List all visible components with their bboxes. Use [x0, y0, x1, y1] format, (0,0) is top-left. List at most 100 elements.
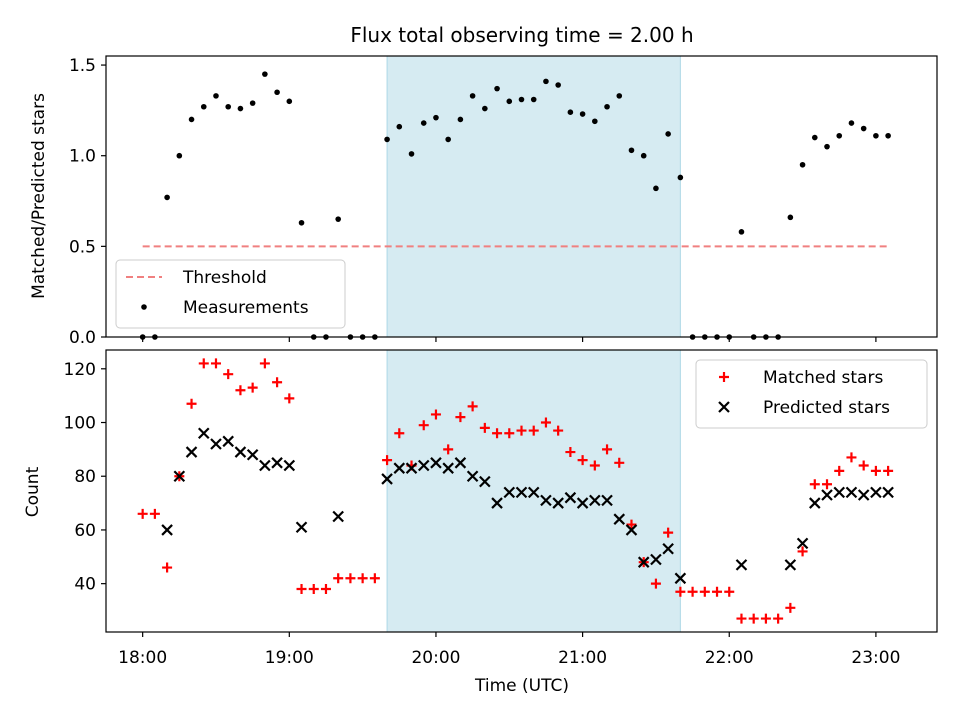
matched-point [724, 586, 735, 597]
matched-point [834, 465, 845, 476]
matched-point [540, 417, 551, 428]
measurement-point [665, 131, 671, 137]
predicted-point [454, 457, 467, 469]
predicted-point [564, 491, 577, 504]
matched-point [528, 425, 539, 436]
predicted-point [613, 513, 626, 525]
predicted-point [650, 553, 662, 566]
matched-point [333, 573, 344, 584]
measurement-point [445, 136, 451, 143]
top-panel-ylabel: Matched/Predicted stars [29, 93, 49, 299]
top-ytick-label: 1.0 [69, 147, 96, 167]
measurement-point [567, 109, 574, 115]
bottom-ytick-label: 100 [64, 414, 96, 434]
measurement-point [555, 82, 561, 88]
measurement-point [457, 116, 464, 123]
matched-point [516, 425, 527, 436]
matched-point [455, 412, 466, 423]
legend-measurement-handle [141, 304, 147, 310]
predicted-point [809, 497, 821, 509]
legend-box [115, 259, 346, 329]
predicted-point [259, 459, 271, 472]
bottom-ytick-label: 40 [74, 575, 96, 595]
matched-point [223, 369, 234, 380]
predicted-point [589, 494, 601, 507]
xtick-label: 18:00 [118, 648, 167, 668]
measurement-point [433, 114, 439, 121]
measurement-point [677, 174, 684, 181]
matched-point [614, 457, 625, 468]
matched-point [809, 479, 820, 490]
measurement-point [836, 132, 843, 139]
matched-point [663, 527, 674, 538]
measurement-point [616, 93, 623, 99]
top-panel-frame [105, 55, 938, 338]
top-panel: Matched/Predicted stars 0.0 0.5 1.0 1.5 Thre… [29, 55, 938, 348]
matched-point [858, 460, 869, 471]
top-ytick-label: 1.5 [69, 56, 96, 76]
bottom-series-matched-stars [137, 358, 894, 624]
predicted-point [845, 486, 858, 499]
matched-point [650, 578, 661, 589]
top-shaded-span [386, 55, 681, 338]
predicted-point [210, 438, 222, 450]
bottom-panel-xlabel: Time (UTC) [474, 676, 569, 696]
predicted-point [674, 572, 687, 585]
predicted-point [479, 475, 491, 488]
measurement-point [640, 152, 647, 159]
measurement-point [396, 123, 403, 130]
measurement-point [262, 71, 268, 77]
predicted-point [796, 537, 809, 550]
matched-point [870, 465, 881, 476]
measurement-point [604, 103, 610, 110]
legend-matched-handle [719, 372, 729, 382]
measurement-point [811, 134, 818, 141]
measurement-point [482, 105, 488, 112]
matched-point [467, 401, 478, 412]
predicted-point [870, 486, 882, 499]
measurement-point [188, 116, 195, 123]
measurement-point [824, 143, 830, 150]
xtick-label: 22:00 [705, 648, 754, 668]
predicted-point [882, 486, 894, 499]
top-ytick-label: 0.5 [69, 237, 96, 257]
matched-point [357, 573, 368, 584]
predicted-point [430, 457, 442, 469]
matched-point [748, 613, 759, 624]
measurement-point [469, 93, 476, 99]
measurement-point [200, 103, 207, 110]
predicted-point [601, 494, 613, 507]
predicted-point [784, 559, 797, 571]
legend-predicted-handle [718, 401, 730, 413]
measurement-point [518, 96, 525, 103]
matched-point [296, 584, 307, 595]
matched-point [162, 562, 173, 573]
predicted-point [821, 489, 833, 501]
matched-point [272, 377, 283, 388]
predicted-point [283, 459, 296, 472]
measurement-point [298, 219, 305, 226]
xtick-label: 23:00 [851, 648, 900, 668]
measurement-point [213, 93, 219, 99]
predicted-point [662, 542, 674, 555]
measurement-point [592, 118, 598, 125]
measurement-point [787, 214, 794, 221]
predicted-point [405, 462, 418, 474]
measurement-point [225, 103, 232, 110]
predicted-point [833, 486, 846, 499]
measurement-point [530, 96, 537, 103]
predicted-point [222, 435, 234, 448]
predicted-point [234, 446, 247, 458]
predicted-point [381, 473, 393, 485]
matched-point [626, 519, 637, 530]
measurement-point [286, 98, 293, 105]
bottom-ytick-label: 120 [64, 360, 96, 380]
matched-point [504, 428, 515, 439]
matched-point [675, 586, 686, 597]
matched-point [137, 508, 148, 519]
measurement-point [873, 132, 879, 139]
measurement-point [848, 120, 855, 126]
matched-point [247, 382, 258, 393]
measurement-point [164, 194, 170, 201]
measurement-point [408, 151, 415, 157]
